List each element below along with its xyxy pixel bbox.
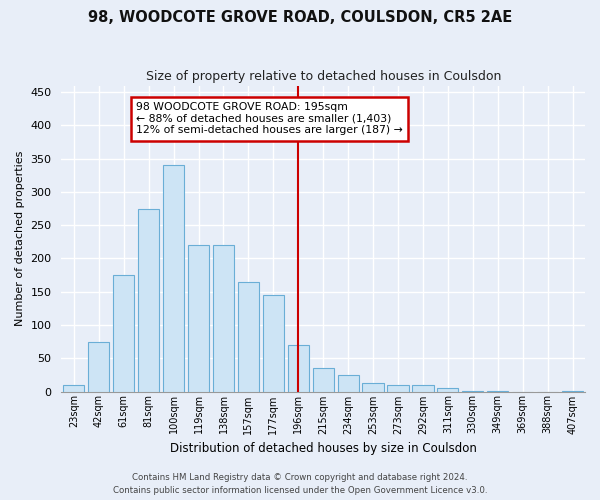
Bar (287, 345, 309, 392)
Bar (188, 245, 209, 392)
Title: Size of property relative to detached houses in Coulsdon: Size of property relative to detached ho… (146, 70, 501, 83)
Y-axis label: Number of detached properties: Number of detached properties (15, 151, 25, 326)
Bar (487, 391, 508, 392)
Bar (88, 342, 109, 392)
Bar (313, 368, 334, 392)
Bar (213, 245, 234, 392)
Bar (263, 295, 284, 392)
Bar (338, 375, 359, 392)
Bar (437, 388, 458, 392)
Bar (562, 391, 583, 392)
Bar (362, 383, 383, 392)
Bar (412, 385, 434, 392)
Bar (238, 282, 259, 392)
Bar (163, 166, 184, 392)
X-axis label: Distribution of detached houses by size in Coulsdon: Distribution of detached houses by size … (170, 442, 476, 455)
Bar (388, 385, 409, 392)
Bar (113, 275, 134, 392)
Text: Contains HM Land Registry data © Crown copyright and database right 2024.
Contai: Contains HM Land Registry data © Crown c… (113, 474, 487, 495)
Bar (138, 208, 159, 392)
Text: 98 WOODCOTE GROVE ROAD: 195sqm
← 88% of detached houses are smaller (1,403)
12% : 98 WOODCOTE GROVE ROAD: 195sqm ← 88% of … (136, 102, 403, 136)
Bar (462, 391, 484, 392)
Bar (63, 385, 85, 392)
Text: 98, WOODCOTE GROVE ROAD, COULSDON, CR5 2AE: 98, WOODCOTE GROVE ROAD, COULSDON, CR5 2… (88, 10, 512, 25)
